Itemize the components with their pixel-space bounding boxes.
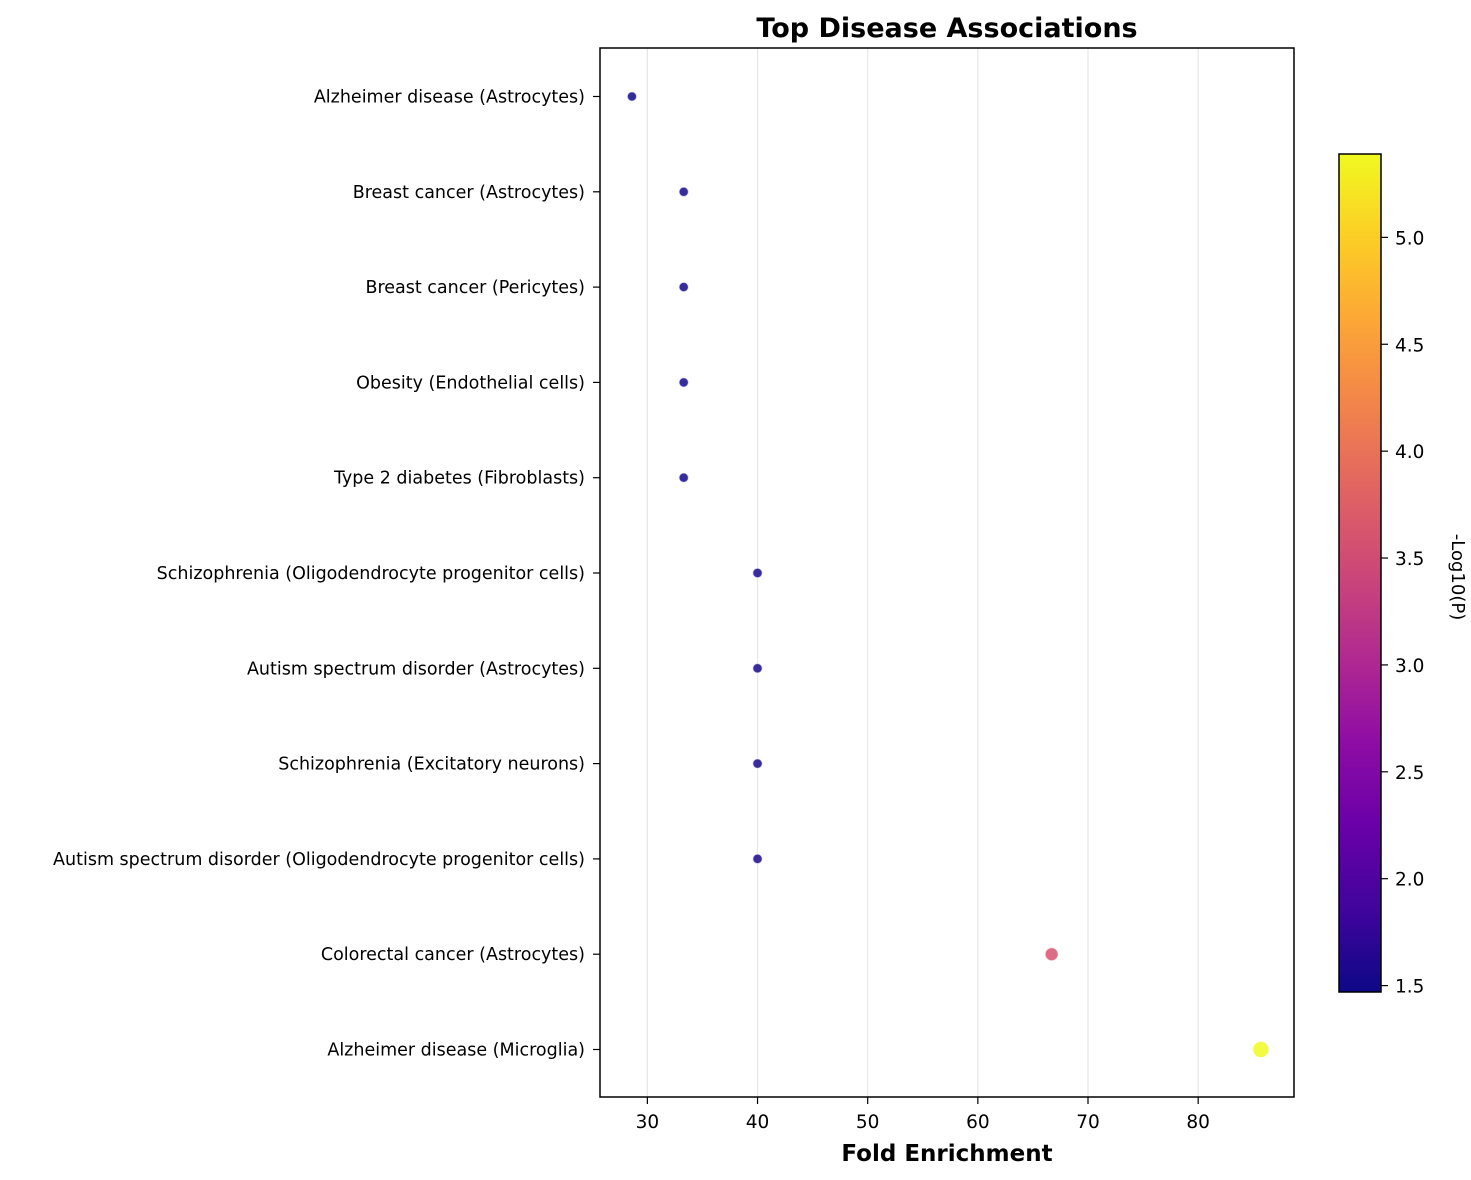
y-category-label: Schizophrenia (Oligodendrocyte progenito… bbox=[157, 564, 585, 584]
colorbar-label: -Log10(P) bbox=[1447, 534, 1468, 620]
colorbar-tick-label: 5.0 bbox=[1395, 228, 1424, 249]
data-points bbox=[626, 91, 1270, 1059]
colorbar-tick-label: 4.0 bbox=[1395, 442, 1424, 463]
data-point bbox=[752, 567, 764, 579]
colorbar-tick-label: 1.5 bbox=[1395, 977, 1424, 998]
x-tick-label: 30 bbox=[636, 1112, 660, 1133]
colorbar-gradient bbox=[1339, 154, 1381, 992]
x-tick-label: 60 bbox=[966, 1112, 990, 1133]
y-category-label: Type 2 diabetes (Fibroblasts) bbox=[333, 469, 585, 489]
chart-title: Top Disease Associations bbox=[756, 13, 1137, 44]
colorbar-tick-label: 3.5 bbox=[1395, 549, 1424, 570]
colorbar-frame bbox=[1338, 153, 1382, 993]
x-axis-ticks: 30 40 50 60 70 80 bbox=[636, 1097, 1210, 1133]
y-category-label: Schizophrenia (Excitatory neurons) bbox=[278, 755, 585, 775]
y-category-label: Alzheimer disease (Astrocytes) bbox=[314, 88, 585, 108]
data-point bbox=[752, 758, 764, 770]
y-category-label: Obesity (Endothelial cells) bbox=[356, 373, 585, 393]
data-point bbox=[678, 472, 690, 484]
colorbar-tick-label: 2.0 bbox=[1395, 870, 1424, 891]
data-point bbox=[678, 186, 690, 198]
data-point bbox=[1252, 1040, 1270, 1059]
x-tick-label: 70 bbox=[1076, 1112, 1100, 1133]
data-point bbox=[678, 376, 690, 388]
colorbar-tick-label: 2.5 bbox=[1395, 763, 1424, 784]
x-tick-label: 40 bbox=[746, 1112, 770, 1133]
x-axis-label: Fold Enrichment bbox=[841, 1141, 1052, 1167]
y-category-label: Breast cancer (Astrocytes) bbox=[353, 183, 585, 203]
y-category-label: Alzheimer disease (Microglia) bbox=[327, 1041, 585, 1061]
data-point bbox=[678, 281, 690, 293]
y-category-label: Colorectal cancer (Astrocytes) bbox=[321, 945, 585, 965]
colorbar: 1.5 2.0 2.5 3.0 3.5 4.0 4.5 5.0 -Log10(P) bbox=[1338, 153, 1468, 998]
colorbar-tick-label: 4.5 bbox=[1395, 335, 1424, 356]
data-point bbox=[752, 662, 764, 674]
plot-area-frame bbox=[599, 47, 1295, 1098]
data-point bbox=[752, 853, 764, 865]
colorbar-tick-label: 3.0 bbox=[1395, 656, 1424, 677]
y-axis-category-labels: Alzheimer disease (Astrocytes) Breast can… bbox=[53, 88, 600, 1061]
x-tick-label: 80 bbox=[1186, 1112, 1210, 1133]
y-category-label: Autism spectrum disorder (Oligodendrocyt… bbox=[53, 850, 585, 870]
data-point bbox=[1044, 946, 1059, 962]
y-category-label: Breast cancer (Pericytes) bbox=[365, 278, 585, 298]
colorbar-ticks: 1.5 2.0 2.5 3.0 3.5 4.0 4.5 5.0 bbox=[1381, 228, 1424, 998]
data-point bbox=[626, 91, 638, 102]
x-gridlines bbox=[646, 48, 1199, 1097]
x-tick-label: 50 bbox=[856, 1112, 880, 1133]
y-category-label: Autism spectrum disorder (Astrocytes) bbox=[247, 659, 585, 679]
